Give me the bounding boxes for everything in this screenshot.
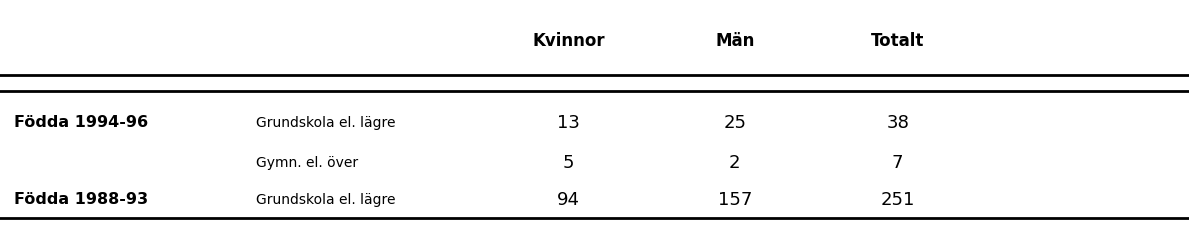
Text: 38: 38 (886, 114, 910, 132)
Text: 157: 157 (718, 191, 751, 209)
Text: Grundskola el. lägre: Grundskola el. lägre (256, 193, 395, 207)
Text: 2: 2 (729, 154, 741, 173)
Text: 25: 25 (723, 114, 747, 132)
Text: 94: 94 (556, 191, 580, 209)
Text: 13: 13 (556, 114, 580, 132)
Text: 7: 7 (892, 154, 904, 173)
Text: Kvinnor: Kvinnor (531, 32, 605, 50)
Text: Födda 1994-96: Födda 1994-96 (14, 115, 149, 130)
Text: Grundskola el. lägre: Grundskola el. lägre (256, 116, 395, 130)
Text: 5: 5 (562, 154, 574, 173)
Text: Totalt: Totalt (872, 32, 924, 50)
Text: Födda 1988-93: Födda 1988-93 (14, 192, 149, 207)
Text: 251: 251 (881, 191, 914, 209)
Text: Män: Män (715, 32, 755, 50)
Text: Gymn. el. över: Gymn. el. över (256, 156, 358, 170)
